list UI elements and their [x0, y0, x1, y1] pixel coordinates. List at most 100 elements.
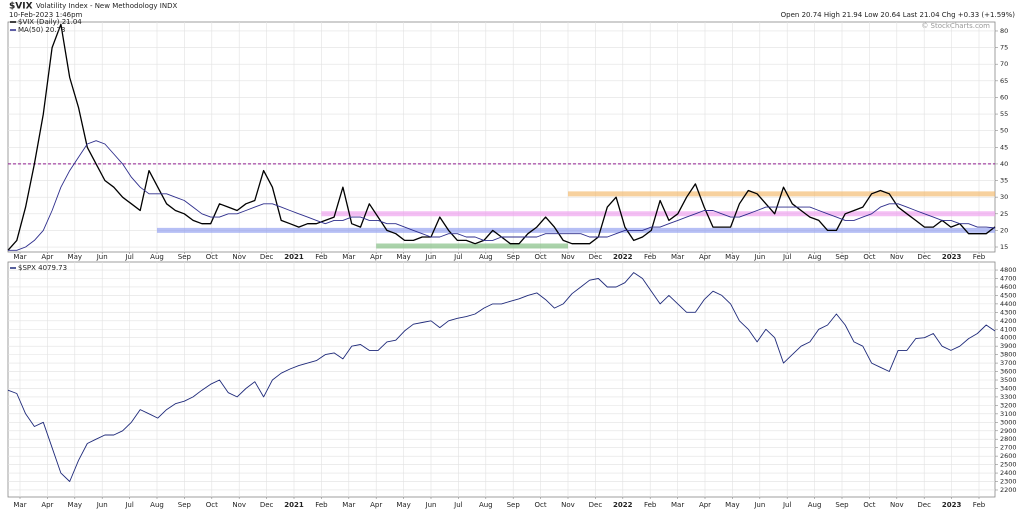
x-tick-label: Feb — [973, 501, 986, 509]
x-tick-label: Sep — [178, 501, 192, 509]
x-tick-label: Feb — [315, 253, 328, 261]
x-tick-label: Dec — [260, 253, 274, 261]
x-tick-label: 2023 — [942, 501, 962, 509]
y-tick-label: 3900 — [1000, 342, 1017, 350]
y-tick-label: 2800 — [1000, 435, 1017, 443]
x-tick-label: Mar — [671, 501, 684, 509]
x-tick-label: Nov — [232, 501, 246, 509]
x-tick-label: May — [725, 501, 739, 509]
x-tick-label: Jul — [124, 253, 134, 261]
y-tick-label: 30 — [1000, 193, 1008, 201]
x-tick-label: Apr — [699, 501, 711, 509]
x-tick-label: Aug — [479, 501, 493, 509]
x-tick-label: Sep — [178, 253, 192, 261]
x-tick-label: Oct — [535, 253, 547, 261]
x-tick-label: Nov — [561, 501, 575, 509]
x-tick-label: Feb — [644, 501, 657, 509]
y-tick-label: 3500 — [1000, 376, 1017, 384]
quote-label: Open 20.74 High 21.94 Low 20.64 Last 21.… — [781, 11, 1016, 19]
x-tick-label: Mar — [342, 501, 355, 509]
y-tick-label: 4300 — [1000, 308, 1017, 316]
y-tick-label: 3800 — [1000, 351, 1017, 359]
x-tick-label: 2023 — [942, 253, 962, 261]
x-tick-label: Sep — [835, 501, 849, 509]
y-tick-label: 4500 — [1000, 291, 1017, 299]
x-tick-label: Apr — [699, 253, 711, 261]
x-tick-label: 2021 — [284, 501, 304, 509]
x-tick-label: 2022 — [613, 253, 633, 261]
x-tick-label: Apr — [370, 253, 382, 261]
x-tick-label: Aug — [808, 253, 822, 261]
plot-frame — [7, 21, 996, 253]
x-tick-label: Nov — [561, 253, 575, 261]
x-tick-label: Aug — [808, 501, 822, 509]
x-tick-label: Apr — [41, 501, 53, 509]
x-tick-label: Mar — [671, 253, 684, 261]
x-tick-label: 2021 — [284, 253, 304, 261]
x-tick-label: Nov — [890, 501, 904, 509]
x-tick-label: Dec — [917, 253, 931, 261]
y-tick-label: 4700 — [1000, 274, 1017, 282]
y-tick-label: 2700 — [1000, 444, 1017, 452]
y-tick-label: 45 — [1000, 143, 1008, 151]
x-tick-label: Nov — [890, 253, 904, 261]
x-tick-label: Sep — [835, 253, 849, 261]
y-tick-label: 15 — [1000, 243, 1008, 251]
y-tick-label: 4600 — [1000, 283, 1017, 291]
x-tick-label: Jul — [453, 253, 463, 261]
y-tick-label: 2200 — [1000, 486, 1017, 494]
y-tick-label: 50 — [1000, 127, 1008, 135]
y-tick-label: 3300 — [1000, 393, 1017, 401]
x-tick-label: Jun — [753, 253, 765, 261]
x-tick-label: Sep — [507, 501, 521, 509]
x-tick-label: Feb — [644, 253, 657, 261]
x-tick-label: Oct — [863, 253, 875, 261]
x-tick-label: Aug — [150, 253, 164, 261]
x-tick-label: Dec — [260, 501, 274, 509]
x-tick-label: May — [396, 253, 410, 261]
x-tick-label: Oct — [206, 253, 218, 261]
x-tick-label: Feb — [315, 501, 328, 509]
y-tick-label: 80 — [1000, 27, 1008, 35]
y-tick-label: 4800 — [1000, 266, 1017, 274]
x-tick-label: Jul — [782, 501, 792, 509]
y-tick-label: 35 — [1000, 177, 1008, 185]
y-tick-label: 55 — [1000, 110, 1008, 118]
y-tick-label: 25 — [1000, 210, 1008, 218]
y-tick-label: 4100 — [1000, 325, 1017, 333]
y-tick-label: 2300 — [1000, 478, 1017, 486]
y-tick-label: 60 — [1000, 93, 1008, 101]
y-tick-label: 2500 — [1000, 461, 1017, 469]
y-tick-label: 3200 — [1000, 401, 1017, 409]
y-tick-label: 4400 — [1000, 300, 1017, 308]
y-tick-label: 3600 — [1000, 368, 1017, 376]
y-tick-label: 4000 — [1000, 334, 1017, 342]
y-tick-label: 20 — [1000, 226, 1008, 234]
y-tick-label: 3000 — [1000, 418, 1017, 426]
y-tick-label: 3700 — [1000, 359, 1017, 367]
x-tick-label: Jun — [425, 253, 437, 261]
x-tick-label: Feb — [973, 253, 986, 261]
legend-label: $SPX 4079.73 — [18, 264, 67, 272]
x-tick-label: Jun — [96, 501, 108, 509]
x-tick-label: Mar — [13, 501, 26, 509]
x-tick-label: Oct — [535, 501, 547, 509]
x-tick-label: Oct — [863, 501, 875, 509]
y-tick-label: 3400 — [1000, 384, 1017, 392]
x-tick-label: Jul — [782, 253, 792, 261]
x-tick-label: Jul — [453, 501, 463, 509]
y-tick-label: 2600 — [1000, 452, 1017, 460]
x-tick-label: May — [396, 501, 410, 509]
y-tick-label: 65 — [1000, 77, 1008, 85]
y-tick-label: 2900 — [1000, 427, 1017, 435]
x-tick-label: May — [68, 501, 82, 509]
y-tick-label: 70 — [1000, 60, 1008, 68]
chart-subtitle: Volatility Index - New Methodology INDX — [36, 2, 177, 10]
x-tick-label: Oct — [206, 501, 218, 509]
series-line — [8, 140, 996, 251]
chart-title: $VIX — [9, 2, 33, 12]
x-tick-label: Jul — [124, 501, 134, 509]
x-tick-label: Jun — [753, 501, 765, 509]
x-tick-label: Dec — [589, 253, 603, 261]
